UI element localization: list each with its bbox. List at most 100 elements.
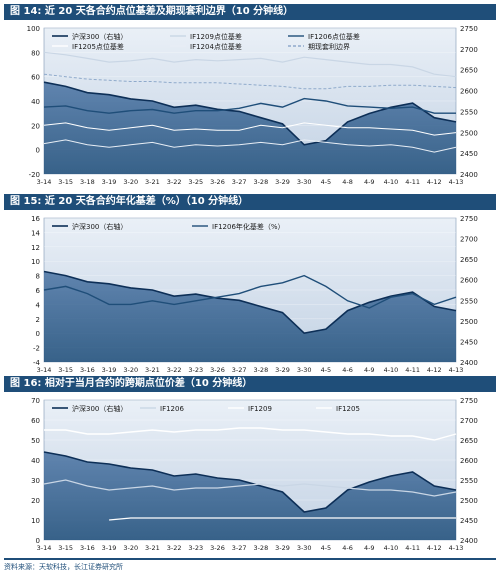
x-tick-label: 3-15 [58, 366, 73, 374]
y-tick-label: 40 [31, 457, 40, 465]
y2-tick-label: 2450 [460, 150, 478, 158]
y-tick-label: 40 [31, 98, 40, 106]
y2-tick-label: 2400 [460, 359, 478, 367]
x-tick-label: 3-28 [253, 178, 268, 186]
x-tick-label: 4-11 [405, 544, 420, 552]
x-tick-label: 3-18 [80, 178, 95, 186]
x-tick-label: 3-16 [80, 366, 95, 374]
y-tick-label: 10 [31, 517, 40, 525]
y-tick-label: 14 [31, 229, 40, 237]
chart-title: 图 15: 近 20 天各合约年化基差（%）（10 分钟线） [4, 194, 496, 210]
x-tick-label: 3-25 [188, 178, 203, 186]
x-tick-label: 3-15 [58, 178, 73, 186]
x-tick-label: 3-30 [297, 366, 312, 374]
legend-label: 期现套利边界 [308, 42, 350, 51]
y2-tick-label: 2550 [460, 108, 478, 116]
y2-tick-label: 2500 [460, 129, 478, 137]
x-tick-label: 4-13 [449, 178, 464, 186]
y-tick-label: 12 [31, 244, 40, 252]
y-tick-label: 2 [36, 316, 40, 324]
x-tick-label: 3-19 [102, 544, 117, 552]
x-tick-label: 3-21 [145, 366, 160, 374]
x-tick-label: 4-12 [427, 366, 442, 374]
x-tick-label: 4-10 [384, 366, 399, 374]
series-line [43, 451, 457, 513]
x-tick-label: 3-27 [232, 178, 247, 186]
x-tick-label: 4-5 [321, 544, 332, 552]
x-tick-label: 4-10 [384, 544, 399, 552]
series-line [109, 517, 456, 521]
x-tick-label: 3-29 [275, 544, 290, 552]
chart-title: 图 16: 相对于当月合约的跨期点位价差（10 分钟线） [4, 376, 496, 392]
series-line [43, 51, 457, 78]
y2-tick-label: 2650 [460, 67, 478, 75]
y2-tick-label: 2650 [460, 437, 478, 445]
y-tick-label: 0 [36, 537, 40, 545]
legend-label: IF1204点位基差 [190, 42, 242, 51]
y2-tick-label: 2400 [460, 537, 478, 545]
chart-title: 图 14: 近 20 天各合约点位基差及期现套利边界（10 分钟线） [4, 4, 496, 20]
x-tick-label: 3-15 [58, 544, 73, 552]
x-tick-label: 3-30 [297, 544, 312, 552]
x-tick-label: 3-22 [167, 366, 182, 374]
x-tick-label: 4-13 [449, 366, 464, 374]
x-tick-label: 3-19 [102, 366, 117, 374]
y2-tick-label: 2700 [460, 46, 478, 54]
legend-label: IF1205点位基差 [72, 42, 124, 51]
x-tick-label: 3-20 [123, 178, 138, 186]
x-tick-label: 4-11 [405, 366, 420, 374]
series-line [43, 270, 457, 335]
y-tick-label: 60 [31, 74, 40, 82]
y-tick-label: 80 [31, 49, 40, 57]
y2-tick-label: 2450 [460, 517, 478, 525]
y2-tick-label: 2600 [460, 457, 478, 465]
y2-tick-label: 2700 [460, 236, 478, 244]
y2-tick-label: 2500 [460, 497, 478, 505]
x-tick-label: 3-26 [210, 544, 225, 552]
series-line [43, 122, 457, 136]
x-tick-label: 3-14 [37, 366, 52, 374]
legend-label: IF1206点位基差 [308, 32, 360, 41]
x-tick-label: 3-27 [232, 366, 247, 374]
x-tick-label: 3-29 [275, 178, 290, 186]
x-tick-label: 3-21 [145, 544, 160, 552]
series-line [43, 479, 457, 497]
x-tick-label: 4-9 [364, 544, 375, 552]
y2-tick-label: 2750 [460, 215, 478, 223]
y2-tick-label: 2700 [460, 417, 478, 425]
x-tick-label: 3-22 [167, 544, 182, 552]
x-tick-label: 4-10 [384, 178, 399, 186]
legend-label: IF1209点位基差 [190, 32, 242, 41]
y-tick-label: 100 [27, 25, 40, 33]
series-line [43, 274, 457, 309]
legend-label: IF1205 [336, 405, 360, 413]
x-tick-label: 4-6 [342, 366, 353, 374]
y-tick-label: 6 [36, 287, 41, 295]
series-line [43, 139, 457, 153]
x-tick-label: 3-29 [275, 366, 290, 374]
x-tick-label: 3-14 [37, 178, 52, 186]
y-tick-label: -20 [29, 171, 40, 179]
chart-svg: 70 60 50 40 30 20 10 0 2750 2700 2650 2600 2550 2500 2… [31, 397, 478, 552]
y-tick-label: 30 [31, 477, 40, 485]
x-tick-label: 3-30 [297, 178, 312, 186]
y2-tick-label: 2500 [460, 318, 478, 326]
y-tick-label: 20 [31, 122, 40, 130]
y-tick-label: 50 [31, 437, 40, 445]
x-tick-label: 4-9 [364, 178, 375, 186]
x-tick-label: 4-9 [364, 366, 375, 374]
y2-tick-label: 2750 [460, 397, 478, 405]
y-tick-label: 60 [31, 417, 40, 425]
legend-label: IF1206 [160, 405, 184, 413]
legend-label: 沪深300（右轴） [72, 32, 127, 41]
y-tick-label: 4 [36, 301, 41, 309]
y-tick-label: 70 [31, 397, 40, 405]
index-area [44, 271, 456, 362]
x-tick-label: 3-20 [123, 366, 138, 374]
chart-svg: 16 14 12 10 8 6 4 2 0 -2 -4 2750 2700 2650 2600 2550 250… [31, 215, 478, 374]
series-line [44, 427, 457, 441]
y-tick-label: 0 [36, 330, 40, 338]
x-tick-label: 4-13 [449, 544, 464, 552]
y2-tick-label: 2750 [460, 25, 478, 33]
x-tick-label: 4-12 [427, 178, 442, 186]
